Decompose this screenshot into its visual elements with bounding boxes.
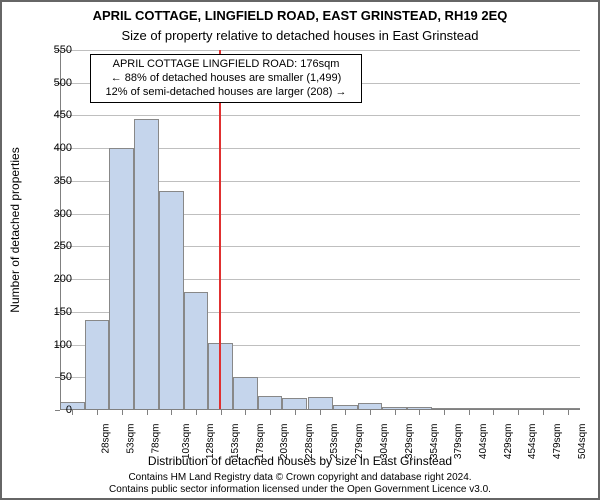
x-tick-label: 78sqm	[150, 424, 161, 454]
gridline-h	[60, 50, 580, 51]
x-tick-mark	[72, 410, 73, 415]
x-tick-mark	[171, 410, 172, 415]
x-tick-label: 304sqm	[379, 424, 390, 460]
x-tick-mark	[122, 410, 123, 415]
x-tick-label: 178sqm	[255, 424, 266, 460]
x-tick-label: 329sqm	[404, 424, 415, 460]
y-tick-label: 200	[32, 273, 72, 285]
y-tick-label: 400	[32, 142, 72, 154]
y-tick-label: 300	[32, 208, 72, 220]
x-tick-mark	[196, 410, 197, 415]
footer-line2: Contains public sector information licen…	[2, 484, 598, 496]
histogram-bar	[233, 377, 258, 410]
x-tick-mark	[270, 410, 271, 415]
x-tick-label: 354sqm	[429, 424, 440, 460]
y-tick-label: 100	[32, 339, 72, 351]
x-tick-label: 429sqm	[503, 424, 514, 460]
plot-area	[60, 50, 580, 410]
chart-title-main: APRIL COTTAGE, LINGFIELD ROAD, EAST GRIN…	[2, 8, 598, 23]
x-tick-label: 53sqm	[126, 424, 137, 454]
x-tick-mark	[568, 410, 569, 415]
x-tick-label: 153sqm	[230, 424, 241, 460]
x-tick-label: 479sqm	[552, 424, 563, 460]
y-tick-label: 500	[32, 77, 72, 89]
histogram-bar	[184, 292, 209, 410]
x-tick-mark	[493, 410, 494, 415]
gridline-h	[60, 115, 580, 116]
annotation-line1: APRIL COTTAGE LINGFIELD ROAD: 176sqm	[97, 58, 355, 72]
footer-text: Contains HM Land Registry data © Crown c…	[2, 472, 598, 496]
x-tick-mark	[444, 410, 445, 415]
y-tick-label: 150	[32, 306, 72, 318]
y-axis-line	[60, 50, 61, 410]
x-tick-mark	[395, 410, 396, 415]
x-tick-mark	[518, 410, 519, 415]
chart-container: APRIL COTTAGE, LINGFIELD ROAD, EAST GRIN…	[0, 0, 600, 500]
y-tick-label: 450	[32, 109, 72, 121]
x-tick-mark	[147, 410, 148, 415]
x-tick-label: 253sqm	[329, 424, 340, 460]
histogram-bar	[109, 148, 134, 410]
y-axis-title: Number of detached properties	[8, 147, 22, 312]
y-tick-label: 0	[32, 404, 72, 416]
annotation-line3: 12% of semi-detached houses are larger (…	[97, 86, 355, 100]
x-tick-label: 103sqm	[181, 424, 192, 460]
x-tick-label: 404sqm	[478, 424, 489, 460]
x-tick-label: 504sqm	[577, 424, 588, 460]
x-tick-mark	[419, 410, 420, 415]
histogram-bar	[159, 191, 184, 410]
x-tick-mark	[221, 410, 222, 415]
histogram-bar	[134, 119, 159, 410]
footer-line1: Contains HM Land Registry data © Crown c…	[2, 472, 598, 484]
x-tick-label: 379sqm	[453, 424, 464, 460]
histogram-bar	[258, 396, 283, 410]
annotation-line2: ← 88% of detached houses are smaller (1,…	[97, 72, 355, 86]
x-tick-mark	[469, 410, 470, 415]
histogram-bar	[85, 320, 110, 410]
x-tick-mark	[245, 410, 246, 415]
x-tick-label: 454sqm	[528, 424, 539, 460]
x-tick-label: 28sqm	[101, 424, 112, 454]
annotation-box: APRIL COTTAGE LINGFIELD ROAD: 176sqm ← 8…	[90, 54, 362, 103]
x-tick-mark	[370, 410, 371, 415]
y-tick-label: 550	[32, 44, 72, 56]
x-tick-mark	[320, 410, 321, 415]
x-tick-mark	[345, 410, 346, 415]
x-tick-mark	[295, 410, 296, 415]
x-tick-mark	[97, 410, 98, 415]
x-tick-label: 128sqm	[205, 424, 216, 460]
x-tick-label: 279sqm	[355, 424, 366, 460]
property-marker-line	[219, 50, 221, 410]
x-tick-label: 228sqm	[304, 424, 315, 460]
x-tick-label: 203sqm	[279, 424, 290, 460]
y-tick-label: 350	[32, 175, 72, 187]
y-tick-label: 250	[32, 240, 72, 252]
x-tick-mark	[543, 410, 544, 415]
y-tick-label: 50	[32, 371, 72, 383]
chart-title-sub: Size of property relative to detached ho…	[2, 28, 598, 43]
